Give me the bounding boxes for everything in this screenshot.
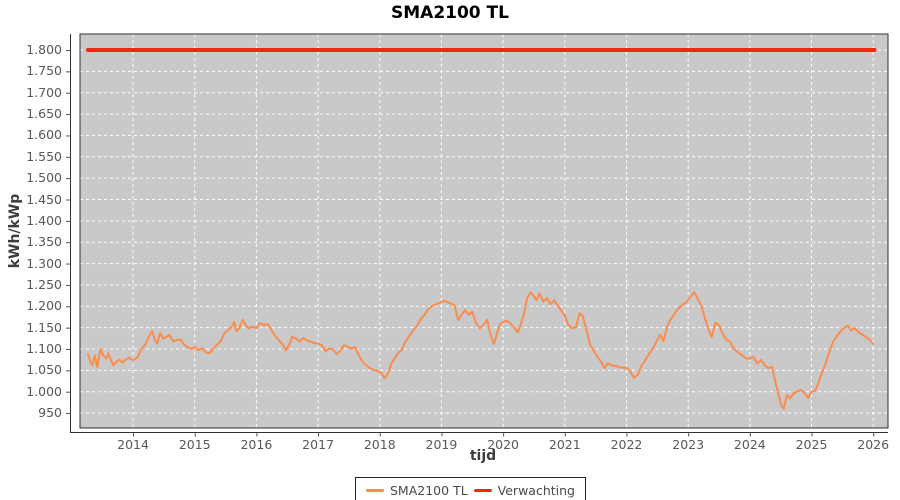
legend-swatch-sma2100 bbox=[366, 488, 384, 492]
x-axis-title: tijd bbox=[469, 448, 497, 464]
x-tick-label: 2019 bbox=[425, 437, 458, 452]
legend-label-verwachting: Verwachting bbox=[497, 482, 575, 498]
y-tick-label: 1.050 bbox=[26, 362, 62, 378]
x-tick-label: 2015 bbox=[178, 437, 211, 452]
y-tick-label: 1.000 bbox=[26, 383, 62, 399]
y-tick-label: 1.550 bbox=[26, 148, 62, 164]
x-tick-label: 2018 bbox=[363, 437, 396, 452]
y-tick-label: 1.200 bbox=[26, 298, 62, 314]
x-tick-label: 2022 bbox=[610, 437, 643, 452]
x-tick-label: 2017 bbox=[302, 437, 334, 452]
y-tick-label: 1.400 bbox=[26, 212, 62, 228]
y-tick-label: 1.500 bbox=[26, 170, 62, 186]
y-tick-label: 1.350 bbox=[26, 234, 62, 250]
y-tick-label: 950 bbox=[38, 405, 62, 421]
y-tick-label: 1.600 bbox=[26, 127, 62, 143]
y-tick-label: 1.100 bbox=[26, 340, 62, 356]
x-tick-label: 2025 bbox=[795, 437, 828, 452]
legend: SMA2100 TL Verwachting bbox=[355, 477, 586, 500]
x-tick-label: 2021 bbox=[548, 437, 581, 452]
x-tick-label: 2016 bbox=[240, 437, 273, 452]
y-tick-label: 1.300 bbox=[26, 255, 62, 271]
y-tick-label: 1.650 bbox=[26, 106, 62, 122]
x-tick-label: 2024 bbox=[733, 437, 766, 452]
x-tick-label: 2026 bbox=[857, 437, 890, 452]
y-tick-label: 1.150 bbox=[26, 319, 62, 335]
x-tick-label: 2020 bbox=[487, 437, 520, 452]
x-tick-label: 2014 bbox=[117, 437, 149, 452]
chart-title: SMA2100 TL bbox=[391, 3, 509, 23]
legend-swatch-verwachting bbox=[473, 488, 492, 492]
x-tick-label: 2023 bbox=[672, 437, 705, 452]
y-tick-label: 1.800 bbox=[26, 42, 62, 58]
legend-label-sma2100: SMA2100 TL bbox=[390, 482, 468, 498]
y-tick-label: 1.750 bbox=[26, 63, 62, 79]
y-tick-label: 1.700 bbox=[26, 84, 62, 100]
y-tick-label: 1.250 bbox=[26, 276, 62, 292]
y-tick-label: 1.450 bbox=[26, 191, 62, 207]
